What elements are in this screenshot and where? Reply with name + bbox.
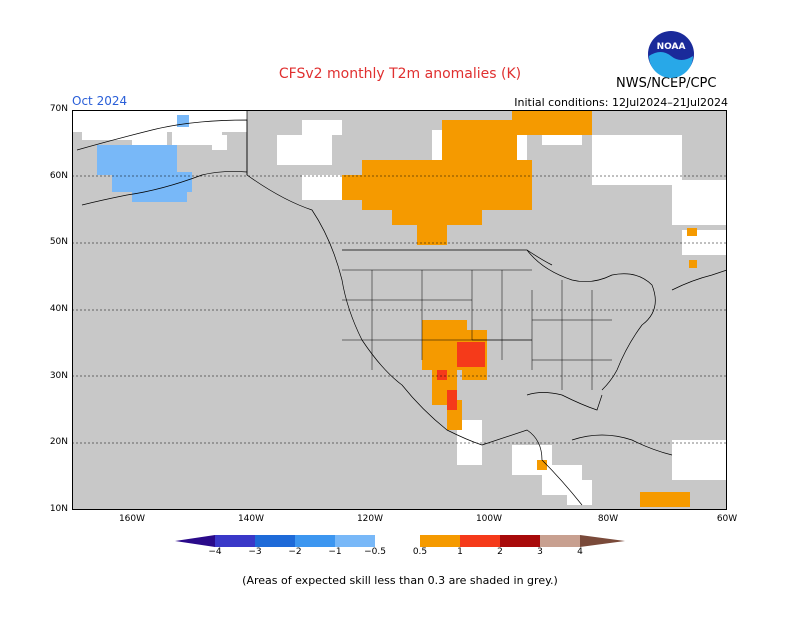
colorbar-label: 1 [457, 547, 463, 557]
cold-anomaly-alaska [97, 115, 192, 202]
colorbar-label: 3 [537, 547, 543, 557]
lat-label-70: 70N [49, 104, 68, 114]
svg-text:NOAA: NOAA [657, 42, 686, 52]
colorbar-label: −3 [248, 547, 262, 557]
lat-label-20: 20N [49, 437, 68, 447]
lon-label-100w: 100W [475, 514, 503, 524]
warm-anomaly-canada [342, 110, 697, 268]
colorbar-label: −1 [328, 547, 342, 557]
lat-label-50: 50N [49, 237, 68, 247]
lon-label-60w: 60W [716, 514, 738, 524]
lon-label-120w: 120W [356, 514, 384, 524]
colorbar-label: −4 [208, 547, 222, 557]
gridlines [72, 175, 727, 444]
agency-label: NWS/NCEP/CPC [616, 76, 717, 91]
lon-label-160w: 160W [118, 514, 146, 524]
initial-conditions: Initial conditions: 12Jul2024–21Jul2024 [514, 96, 728, 109]
colorbar-label: 4 [577, 547, 583, 557]
map-title: CFSv2 monthly T2m anomalies (K) [278, 66, 522, 82]
colorbar-label: 0.5 [412, 547, 428, 557]
skill-note: (Areas of expected skill less than 0.3 a… [242, 574, 558, 587]
colorbar-label: −2 [288, 547, 302, 557]
lon-label-140w: 140W [237, 514, 265, 524]
coastlines [76, 110, 727, 506]
lat-label-30: 30N [49, 371, 68, 381]
strong-warm-anomaly-southwest [437, 342, 485, 410]
noaa-logo: NOAA [648, 31, 694, 78]
anomaly-map [72, 110, 727, 510]
colorbar-label: −0.5 [364, 547, 386, 557]
colorbar [175, 535, 625, 547]
forecast-month: Oct 2024 [72, 94, 128, 108]
colorbar-label: 2 [497, 547, 503, 557]
lon-label-80w: 80W [597, 514, 619, 524]
state-borders [342, 269, 612, 390]
lat-label-60: 60N [49, 171, 68, 181]
lat-label-40: 40N [49, 304, 68, 314]
lat-label-10: 10N [49, 504, 68, 514]
